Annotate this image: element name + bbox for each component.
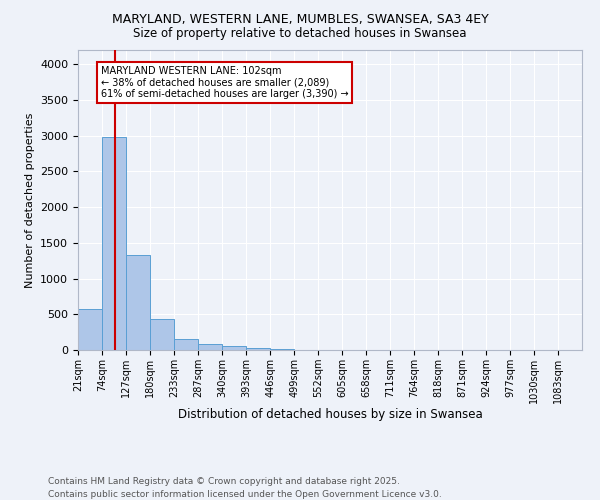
Bar	[198, 344, 222, 350]
Bar	[270, 348, 294, 350]
X-axis label: Distribution of detached houses by size in Swansea: Distribution of detached houses by size …	[178, 408, 482, 422]
Bar	[78, 308, 102, 350]
Text: MARYLAND WESTERN LANE: 102sqm
← 38% of detached houses are smaller (2,089)
61% o: MARYLAND WESTERN LANE: 102sqm ← 38% of d…	[101, 66, 348, 99]
Bar	[246, 348, 270, 350]
Y-axis label: Number of detached properties: Number of detached properties	[25, 112, 35, 288]
Bar	[174, 338, 198, 350]
Bar	[102, 137, 126, 350]
Bar	[150, 320, 174, 350]
Text: Contains public sector information licensed under the Open Government Licence v3: Contains public sector information licen…	[48, 490, 442, 499]
Bar	[222, 346, 246, 350]
Text: MARYLAND, WESTERN LANE, MUMBLES, SWANSEA, SA3 4EY: MARYLAND, WESTERN LANE, MUMBLES, SWANSEA…	[112, 12, 488, 26]
Text: Contains HM Land Registry data © Crown copyright and database right 2025.: Contains HM Land Registry data © Crown c…	[48, 478, 400, 486]
Text: Size of property relative to detached houses in Swansea: Size of property relative to detached ho…	[133, 28, 467, 40]
Bar	[126, 255, 150, 350]
